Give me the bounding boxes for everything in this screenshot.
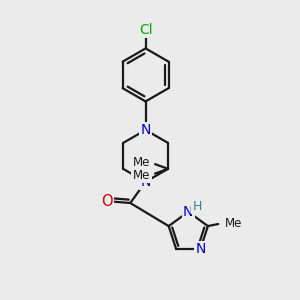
Text: N: N	[195, 242, 206, 256]
Text: H: H	[192, 200, 202, 213]
Text: N: N	[140, 175, 151, 189]
Text: N: N	[183, 205, 194, 219]
Text: O: O	[101, 194, 112, 209]
Text: Me: Me	[225, 217, 242, 230]
Text: N: N	[140, 123, 151, 137]
Text: Me: Me	[132, 156, 150, 169]
Text: Cl: Cl	[139, 23, 152, 37]
Text: Me: Me	[132, 169, 150, 182]
